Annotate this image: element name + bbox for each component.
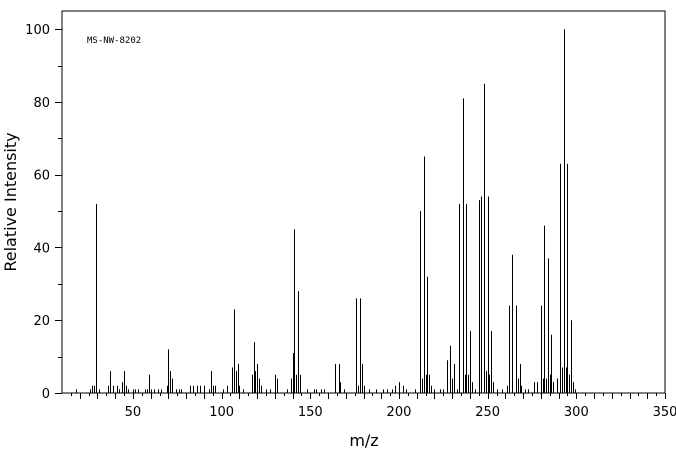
x-tick-label: 300 (564, 405, 589, 420)
x-tick-label: 150 (298, 405, 323, 420)
y-tick-label: 20 (33, 314, 50, 329)
y-tick-label: 80 (33, 96, 50, 111)
y-axis-ticks: 0 20 40 60 80 100 (25, 23, 62, 402)
x-tick-label: 50 (125, 405, 142, 420)
x-tick-label: 100 (209, 405, 234, 420)
x-tick-label: 200 (387, 405, 412, 420)
y-tick-label: 0 (42, 387, 50, 402)
x-tick-label: 250 (475, 405, 500, 420)
chart-annotation: MS-NW-8202 (87, 36, 141, 46)
x-tick-label: 350 (653, 405, 676, 420)
x-axis-ticks: 50 100 150 200 250 300 350 (71, 393, 676, 420)
plot-frame (61, 10, 666, 394)
y-axis-label: Relative Intensity (1, 132, 20, 271)
y-tick-label: 100 (25, 23, 50, 38)
y-tick-label: 60 (33, 169, 50, 184)
x-axis-label: m/z (349, 431, 378, 450)
peak-group (76, 29, 576, 393)
y-tick-label: 40 (33, 241, 50, 256)
